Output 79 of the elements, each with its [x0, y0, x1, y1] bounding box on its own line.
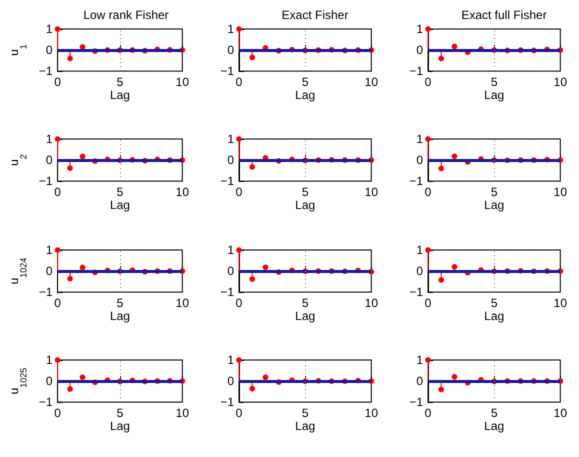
- x-tick-label: 5: [490, 406, 498, 420]
- x-tick-label: 5: [116, 185, 124, 200]
- y-tick-label: −1: [220, 64, 234, 78]
- y-tick-label: 1: [46, 132, 53, 146]
- x-axis-title: Lag: [484, 419, 504, 434]
- x-axis-title: Lag: [110, 419, 130, 434]
- y-axis-title: u2: [7, 154, 28, 166]
- x-tick-label: 10: [554, 296, 568, 310]
- x-tick-label: 10: [364, 185, 378, 200]
- x-tick-label: 10: [176, 406, 190, 420]
- x-tick-label: 5: [490, 185, 498, 200]
- x-axis-title: Lag: [484, 88, 504, 102]
- x-axis-title: Lag: [110, 309, 130, 324]
- x-tick-label: 5: [490, 75, 498, 90]
- y-tick-label: 1: [416, 353, 424, 367]
- y-tick-label: 1: [46, 22, 53, 36]
- y-axis-title: u1024: [7, 258, 28, 284]
- y-tick-label: 0: [46, 43, 53, 58]
- y-tick-label: 1: [46, 353, 53, 367]
- x-axis-title: Lag: [295, 88, 316, 102]
- y-tick-label: −1: [38, 395, 53, 410]
- chart-title: Exact Fisher: [282, 8, 348, 22]
- x-tick-label: 10: [364, 296, 378, 310]
- y-tick-label: 1: [46, 243, 53, 257]
- chart-title: Low rank Fisher: [83, 8, 169, 22]
- y-tick-label: 1: [227, 132, 234, 146]
- y-tick-label: 0: [227, 374, 234, 388]
- x-axis-title: Lag: [295, 309, 316, 324]
- y-tick-label: 1: [416, 132, 424, 146]
- y-tick-label: −1: [409, 64, 424, 78]
- x-tick-label: 10: [364, 75, 378, 90]
- x-tick-label: 10: [554, 75, 568, 90]
- y-tick-label: 0: [46, 374, 53, 388]
- y-tick-label: −1: [38, 174, 53, 188]
- y-axis-title: u1: [7, 44, 28, 56]
- y-tick-label: 0: [416, 153, 424, 168]
- y-tick-label: 0: [416, 43, 424, 58]
- x-axis-title: Lag: [484, 309, 504, 324]
- x-axis-title: Lag: [110, 88, 130, 102]
- y-tick-label: 1: [416, 22, 424, 36]
- y-tick-label: 0: [416, 374, 424, 388]
- y-tick-label: 0: [227, 153, 234, 168]
- y-tick-label: −1: [409, 395, 424, 410]
- x-tick-label: 10: [364, 406, 378, 420]
- y-tick-label: −1: [220, 174, 234, 188]
- x-tick-label: 5: [116, 406, 124, 420]
- y-tick-label: −1: [220, 285, 234, 300]
- chart-title: Exact full Fisher: [461, 8, 547, 22]
- y-tick-label: 1: [416, 243, 424, 257]
- x-tick-label: 5: [302, 296, 309, 310]
- y-tick-label: 0: [227, 43, 234, 58]
- y-tick-label: 0: [227, 264, 234, 278]
- x-tick-label: 5: [116, 75, 124, 90]
- x-tick-label: 5: [116, 296, 124, 310]
- y-axis-title: u1025: [7, 368, 28, 394]
- x-tick-label: 10: [176, 185, 190, 200]
- x-axis-title: Lag: [295, 198, 316, 212]
- x-tick-label: 10: [554, 185, 568, 200]
- y-tick-label: 1: [227, 22, 234, 36]
- y-tick-label: −1: [38, 64, 53, 78]
- y-tick-label: 1: [227, 353, 234, 367]
- x-tick-label: 5: [490, 296, 498, 310]
- x-tick-label: 10: [176, 75, 190, 90]
- x-tick-label: 5: [302, 406, 309, 420]
- y-tick-label: 0: [46, 153, 53, 168]
- x-axis-title: Lag: [484, 198, 504, 212]
- x-axis-title: Lag: [110, 198, 130, 212]
- y-tick-label: 1: [227, 243, 234, 257]
- y-tick-label: −1: [409, 174, 424, 188]
- x-tick-label: 10: [176, 296, 190, 310]
- y-tick-label: 0: [416, 264, 424, 278]
- x-tick-label: 10: [554, 406, 568, 420]
- x-axis-title: Lag: [295, 419, 316, 434]
- y-tick-label: 0: [46, 264, 53, 278]
- y-tick-label: −1: [409, 285, 424, 300]
- y-tick-label: −1: [220, 395, 234, 410]
- y-tick-label: −1: [38, 285, 53, 300]
- x-tick-label: 5: [302, 185, 309, 200]
- x-tick-label: 5: [302, 75, 309, 90]
